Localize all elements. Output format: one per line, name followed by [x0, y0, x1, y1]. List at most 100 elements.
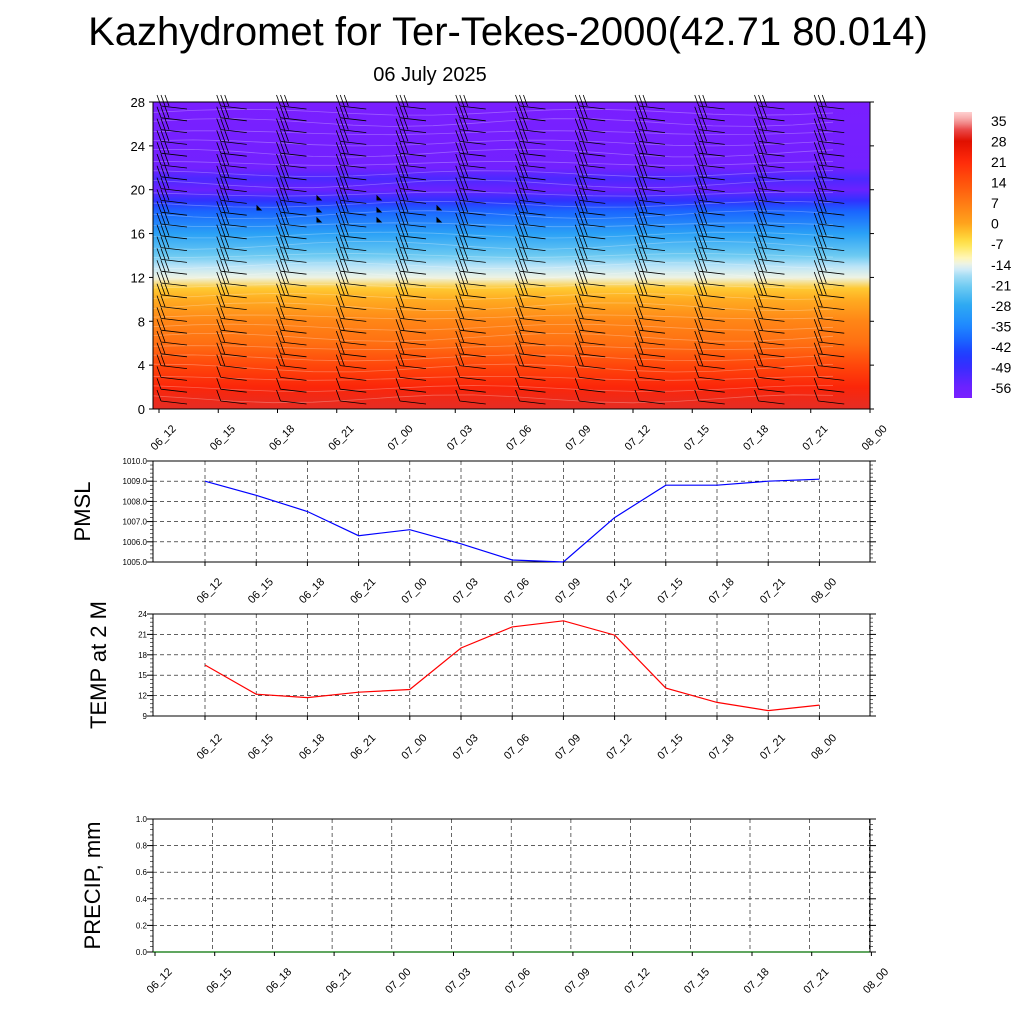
wind-barb [156, 248, 188, 263]
wind-barb [216, 236, 247, 251]
isotherm-line [152, 375, 834, 381]
chart-title: Kazhydromet for Ter-Tekes-2000(42.71 80.… [88, 10, 928, 54]
wind-barb [574, 153, 606, 169]
x-tick-label: 07_00 [386, 423, 416, 453]
wind-barb [276, 307, 307, 322]
wind-barb [813, 212, 845, 228]
wind-barb [754, 130, 785, 145]
wind-barb [216, 342, 247, 358]
wind-barb [813, 389, 845, 405]
wind-barb [455, 354, 486, 369]
wind-barb [813, 189, 845, 204]
wind-barb [634, 271, 666, 287]
y-tick-label: 1006.0 [123, 538, 148, 547]
wind-barb [574, 224, 606, 240]
y-tick-label: 1005.0 [123, 558, 148, 567]
x-tick-label: 07_12 [622, 966, 652, 996]
x-tick-label: 07_03 [451, 732, 481, 762]
wind-barb [634, 366, 666, 381]
wind-barb [335, 212, 367, 228]
wind-barb [156, 271, 188, 287]
wind-barb [634, 283, 666, 299]
wind-barb [156, 189, 188, 204]
wind-barb [216, 130, 247, 145]
wind-barb [515, 307, 546, 322]
y-axis-title: TEMP at 2 M [86, 601, 111, 729]
wind-barb [156, 153, 188, 169]
wind-barb [574, 165, 606, 181]
wind-barb [216, 177, 247, 192]
wind-barb [634, 130, 666, 145]
wind-barb [813, 283, 845, 299]
y-tick-label: 24 [138, 610, 147, 619]
y-tick-label: 4 [138, 358, 145, 373]
wind-barb [515, 177, 546, 192]
wind-barb [276, 389, 307, 405]
wind-barb [276, 118, 307, 133]
y-tick-label: 16 [131, 227, 145, 242]
isotherm-line [152, 118, 834, 127]
wind-barb [634, 177, 666, 192]
wind-barb [335, 378, 367, 393]
wind-barb [634, 319, 666, 334]
wind-barb [634, 106, 666, 122]
wind-barb [574, 106, 606, 122]
wind-barb [216, 295, 247, 310]
wind-barb [335, 307, 367, 322]
wind-pennant [436, 216, 443, 223]
wind-barb [694, 260, 725, 275]
wind-barb [276, 260, 307, 275]
series-line [204, 478, 820, 563]
wind-barb [813, 153, 845, 169]
x-tick-label: 07_09 [563, 423, 593, 453]
x-tick-label: 07_18 [707, 732, 737, 762]
wind-barb [156, 106, 188, 122]
y-tick-label: 20 [131, 183, 145, 198]
temperature-field [153, 102, 870, 409]
wind-barb [156, 94, 188, 110]
isotherm-line [152, 222, 834, 228]
wind-barb [754, 354, 785, 369]
y-tick-label: 0.0 [136, 948, 148, 957]
wind-barb [634, 354, 666, 369]
wind-pennant [376, 216, 383, 223]
series-line [204, 620, 820, 712]
x-tick-label: 07_12 [604, 732, 634, 762]
wind-barb [276, 236, 307, 251]
wind-barb [216, 153, 247, 169]
wind-barb [395, 212, 427, 228]
x-tick-label: 07_21 [801, 966, 831, 996]
wind-barb [754, 319, 785, 334]
wind-barb [216, 212, 247, 228]
isotherm-line [152, 262, 834, 270]
wind-barb [754, 201, 785, 216]
wind-barb [276, 177, 307, 192]
wind-barb [813, 295, 845, 310]
colorbar-label: 21 [991, 154, 1007, 170]
wind-barb [335, 271, 367, 287]
wind-barb [634, 342, 666, 358]
wind-barb [634, 212, 666, 228]
wind-barb [574, 354, 606, 369]
x-tick-label: 07_00 [383, 966, 413, 996]
wind-barb [276, 189, 307, 204]
isotherm-line [152, 332, 834, 342]
wind-barb [694, 283, 725, 299]
wind-barb [216, 189, 247, 204]
colorbar-label: -56 [991, 380, 1011, 396]
wind-barb [515, 224, 546, 240]
wind-barb [335, 342, 367, 358]
wind-barb [455, 224, 486, 240]
wind-barb [515, 319, 546, 334]
x-tick-label: 07_15 [682, 423, 712, 453]
wind-barb [216, 165, 247, 181]
wind-barb [455, 177, 486, 192]
wind-barb [455, 94, 486, 110]
wind-barb [395, 153, 427, 169]
wind-pennant [256, 204, 263, 211]
wind-barb [395, 389, 427, 405]
wind-barb [395, 319, 427, 334]
wind-barb [455, 153, 486, 169]
colorbar-label: -35 [991, 318, 1011, 334]
wind-barb [754, 94, 785, 110]
